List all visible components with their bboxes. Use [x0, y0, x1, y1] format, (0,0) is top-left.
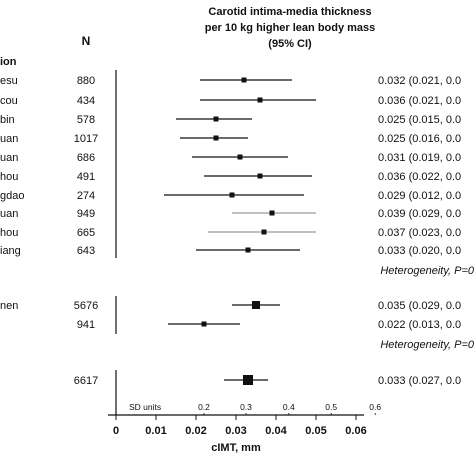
- region-row-7-point: [269, 210, 275, 216]
- region-row-6-n: 274: [77, 190, 95, 202]
- overall-row-point: [243, 375, 253, 385]
- region-row-4-estimate-text: 0.031 (0.019, 0.0: [378, 152, 461, 164]
- region-row-8-point: [261, 229, 267, 235]
- x-tick-label-5: 0.05: [305, 425, 326, 437]
- heterogeneity-text-1: Heterogeneity, P=0: [380, 265, 474, 277]
- sd-tick-label-4: 0.6: [369, 402, 381, 412]
- group-header: ion: [0, 56, 17, 68]
- region-row-7-label: uan: [0, 208, 18, 220]
- region-row-4-n: 686: [77, 152, 95, 164]
- region-row-9-label: iang: [0, 245, 21, 257]
- region-row-5-n: 491: [77, 171, 95, 183]
- chart-title-line-2: per 10 kg higher lean body mass: [205, 22, 376, 34]
- x-tick-label-2: 0.02: [185, 425, 206, 437]
- region-row-4-point: [237, 154, 243, 160]
- sex-row-1-estimate-text: 0.022 (0.013, 0.0: [378, 319, 461, 331]
- x-tick-label-4: 0.04: [265, 425, 287, 437]
- region-row-5-label: hou: [0, 171, 18, 183]
- sd-tick-label-0: 0.2: [198, 402, 210, 412]
- region-row-2-label: bin: [0, 114, 15, 126]
- region-row-9-estimate-text: 0.033 (0.020, 0.0: [378, 245, 461, 257]
- region-row-1-n: 434: [77, 95, 95, 107]
- chart-title-line-1: Carotid intima-media thickness: [208, 6, 371, 18]
- region-row-3-label: uan: [0, 133, 18, 145]
- sd-tick-label-3: 0.5: [325, 402, 337, 412]
- region-row-0-n: 880: [77, 75, 95, 87]
- sd-units-label: SD units: [129, 402, 161, 412]
- region-row-2-point: [213, 116, 219, 122]
- chart-title-line-3: (95% CI): [268, 38, 312, 50]
- sd-tick-label-1: 0.3: [240, 402, 252, 412]
- sex-row-0-point: [252, 301, 260, 309]
- region-row-8-label: hou: [0, 227, 18, 239]
- region-row-3-point: [213, 135, 219, 141]
- x-tick-label-0: 0: [113, 425, 119, 437]
- region-row-0-estimate-text: 0.032 (0.021, 0.0: [378, 75, 461, 87]
- region-row-1-label: cou: [0, 95, 18, 107]
- region-row-3-estimate-text: 0.025 (0.016, 0.0: [378, 133, 461, 145]
- region-row-6-estimate-text: 0.029 (0.012, 0.0: [378, 190, 461, 202]
- x-axis-label: cIMT, mm: [211, 442, 261, 454]
- n-column-header: N: [82, 34, 91, 48]
- region-row-6-label: gdao: [0, 190, 24, 202]
- region-row-0-point: [241, 77, 247, 83]
- sex-row-0-label: nen: [0, 300, 18, 312]
- region-row-9-point: [245, 247, 251, 253]
- region-row-8-estimate-text: 0.037 (0.023, 0.0: [378, 227, 461, 239]
- overall-row-n: 6617: [74, 375, 98, 387]
- sex-row-0-n: 5676: [74, 300, 98, 312]
- region-row-2-estimate-text: 0.025 (0.015, 0.0: [378, 114, 461, 126]
- region-row-1-point: [257, 97, 263, 103]
- heterogeneity-text-2: Heterogeneity, P=0: [380, 339, 474, 351]
- region-row-6-point: [229, 192, 235, 198]
- x-tick-label-6: 0.06: [345, 425, 366, 437]
- region-row-7-n: 949: [77, 208, 95, 220]
- region-row-2-n: 578: [77, 114, 95, 126]
- region-row-0-label: esu: [0, 75, 18, 87]
- region-row-7-estimate-text: 0.039 (0.029, 0.0: [378, 208, 461, 220]
- overall-row-estimate-text: 0.033 (0.027, 0.0: [378, 375, 461, 387]
- region-row-4-label: uan: [0, 152, 18, 164]
- region-row-1-estimate-text: 0.036 (0.021, 0.0: [378, 95, 461, 107]
- sex-row-1-point: [201, 321, 207, 327]
- x-tick-label-1: 0.01: [145, 425, 166, 437]
- region-row-5-point: [257, 173, 263, 179]
- region-row-8-n: 665: [77, 227, 95, 239]
- sex-row-0-estimate-text: 0.035 (0.029, 0.0: [378, 300, 461, 312]
- region-row-3-n: 1017: [74, 133, 98, 145]
- region-row-5-estimate-text: 0.036 (0.022, 0.0: [378, 171, 461, 183]
- sd-tick-label-2: 0.4: [283, 402, 295, 412]
- sex-row-1-n: 941: [77, 319, 95, 331]
- x-tick-label-3: 0.03: [225, 425, 246, 437]
- region-row-9-n: 643: [77, 245, 95, 257]
